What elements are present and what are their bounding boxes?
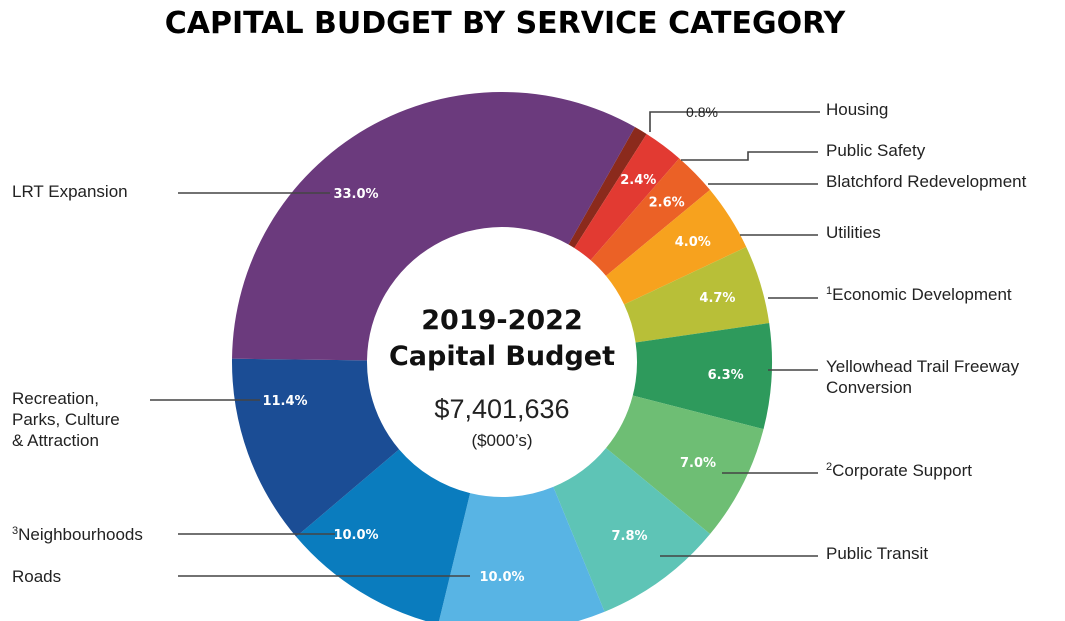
category-label-roads: Roads	[12, 567, 61, 586]
slice-utilities	[606, 189, 747, 305]
pct-label-corporate-support: 7.0%	[680, 456, 716, 471]
slice-corporate-support	[606, 395, 764, 535]
center-title-line2: Capital Budget	[389, 341, 615, 372]
slice-yellowhead	[632, 323, 772, 430]
slice-lrt	[232, 91, 635, 361]
slice-public-transit	[553, 448, 711, 612]
pct-label-economic-development: 4.7%	[699, 291, 735, 306]
slice-recreation	[232, 358, 400, 537]
center-unit: ($000’s)	[471, 431, 532, 450]
slice-housing	[568, 127, 647, 248]
pct-label-public-safety: 2.4%	[620, 173, 656, 188]
category-label-utilities: Utilities	[826, 223, 881, 242]
category-label-lrt: LRT Expansion	[12, 182, 128, 201]
pct-label-roads: 10.0%	[479, 570, 524, 585]
pct-label-public-transit: 7.8%	[611, 529, 647, 544]
slice-blatchford	[590, 158, 711, 276]
pct-label-yellowhead: 6.3%	[708, 368, 744, 383]
category-label-economic-development: 1Economic Development	[826, 285, 1012, 304]
center-title-line1: 2019-2022	[421, 305, 583, 336]
pct-label-utilities: 4.0%	[675, 235, 711, 250]
slice-public-safety	[574, 133, 680, 261]
labels-group: 0.8% Housing 2.4% Public Safety 2.6% Blatchfo…	[12, 100, 1027, 586]
pct-label-blatchford: 2.6%	[649, 195, 685, 210]
category-label-recreation: Recreation, Parks, Culture & Attraction	[12, 389, 120, 450]
category-label-public-safety: Public Safety	[826, 141, 926, 160]
leader-line-public-safety	[681, 151, 818, 161]
slices-group	[232, 91, 772, 621]
center-total-value: $7,401,636	[434, 394, 569, 424]
category-label-yellowhead: Yellowhead Trail Freeway Conversion	[826, 357, 1020, 397]
pct-label-housing: 0.8%	[686, 104, 718, 120]
pct-label-neighbourhoods: 10.0%	[333, 528, 378, 543]
slice-roads	[439, 486, 605, 621]
category-label-housing: Housing	[826, 100, 888, 119]
pct-label-recreation: 11.4%	[262, 394, 307, 409]
leaders-group	[150, 111, 820, 577]
category-label-blatchford: Blatchford Redevelopment	[826, 172, 1027, 191]
slice-neighbourhoods	[296, 449, 471, 621]
pct-label-lrt: 33.0%	[333, 187, 378, 202]
category-label-neighbourhoods: 3Neighbourhoods	[12, 525, 143, 544]
category-label-public-transit: Public Transit	[826, 544, 928, 563]
category-label-corporate-support: 2Corporate Support	[826, 461, 972, 480]
chart-title: CAPITAL BUDGET BY SERVICE CATEGORY	[165, 6, 847, 41]
leader-line-housing	[649, 111, 820, 132]
slice-economic-development	[624, 246, 770, 343]
